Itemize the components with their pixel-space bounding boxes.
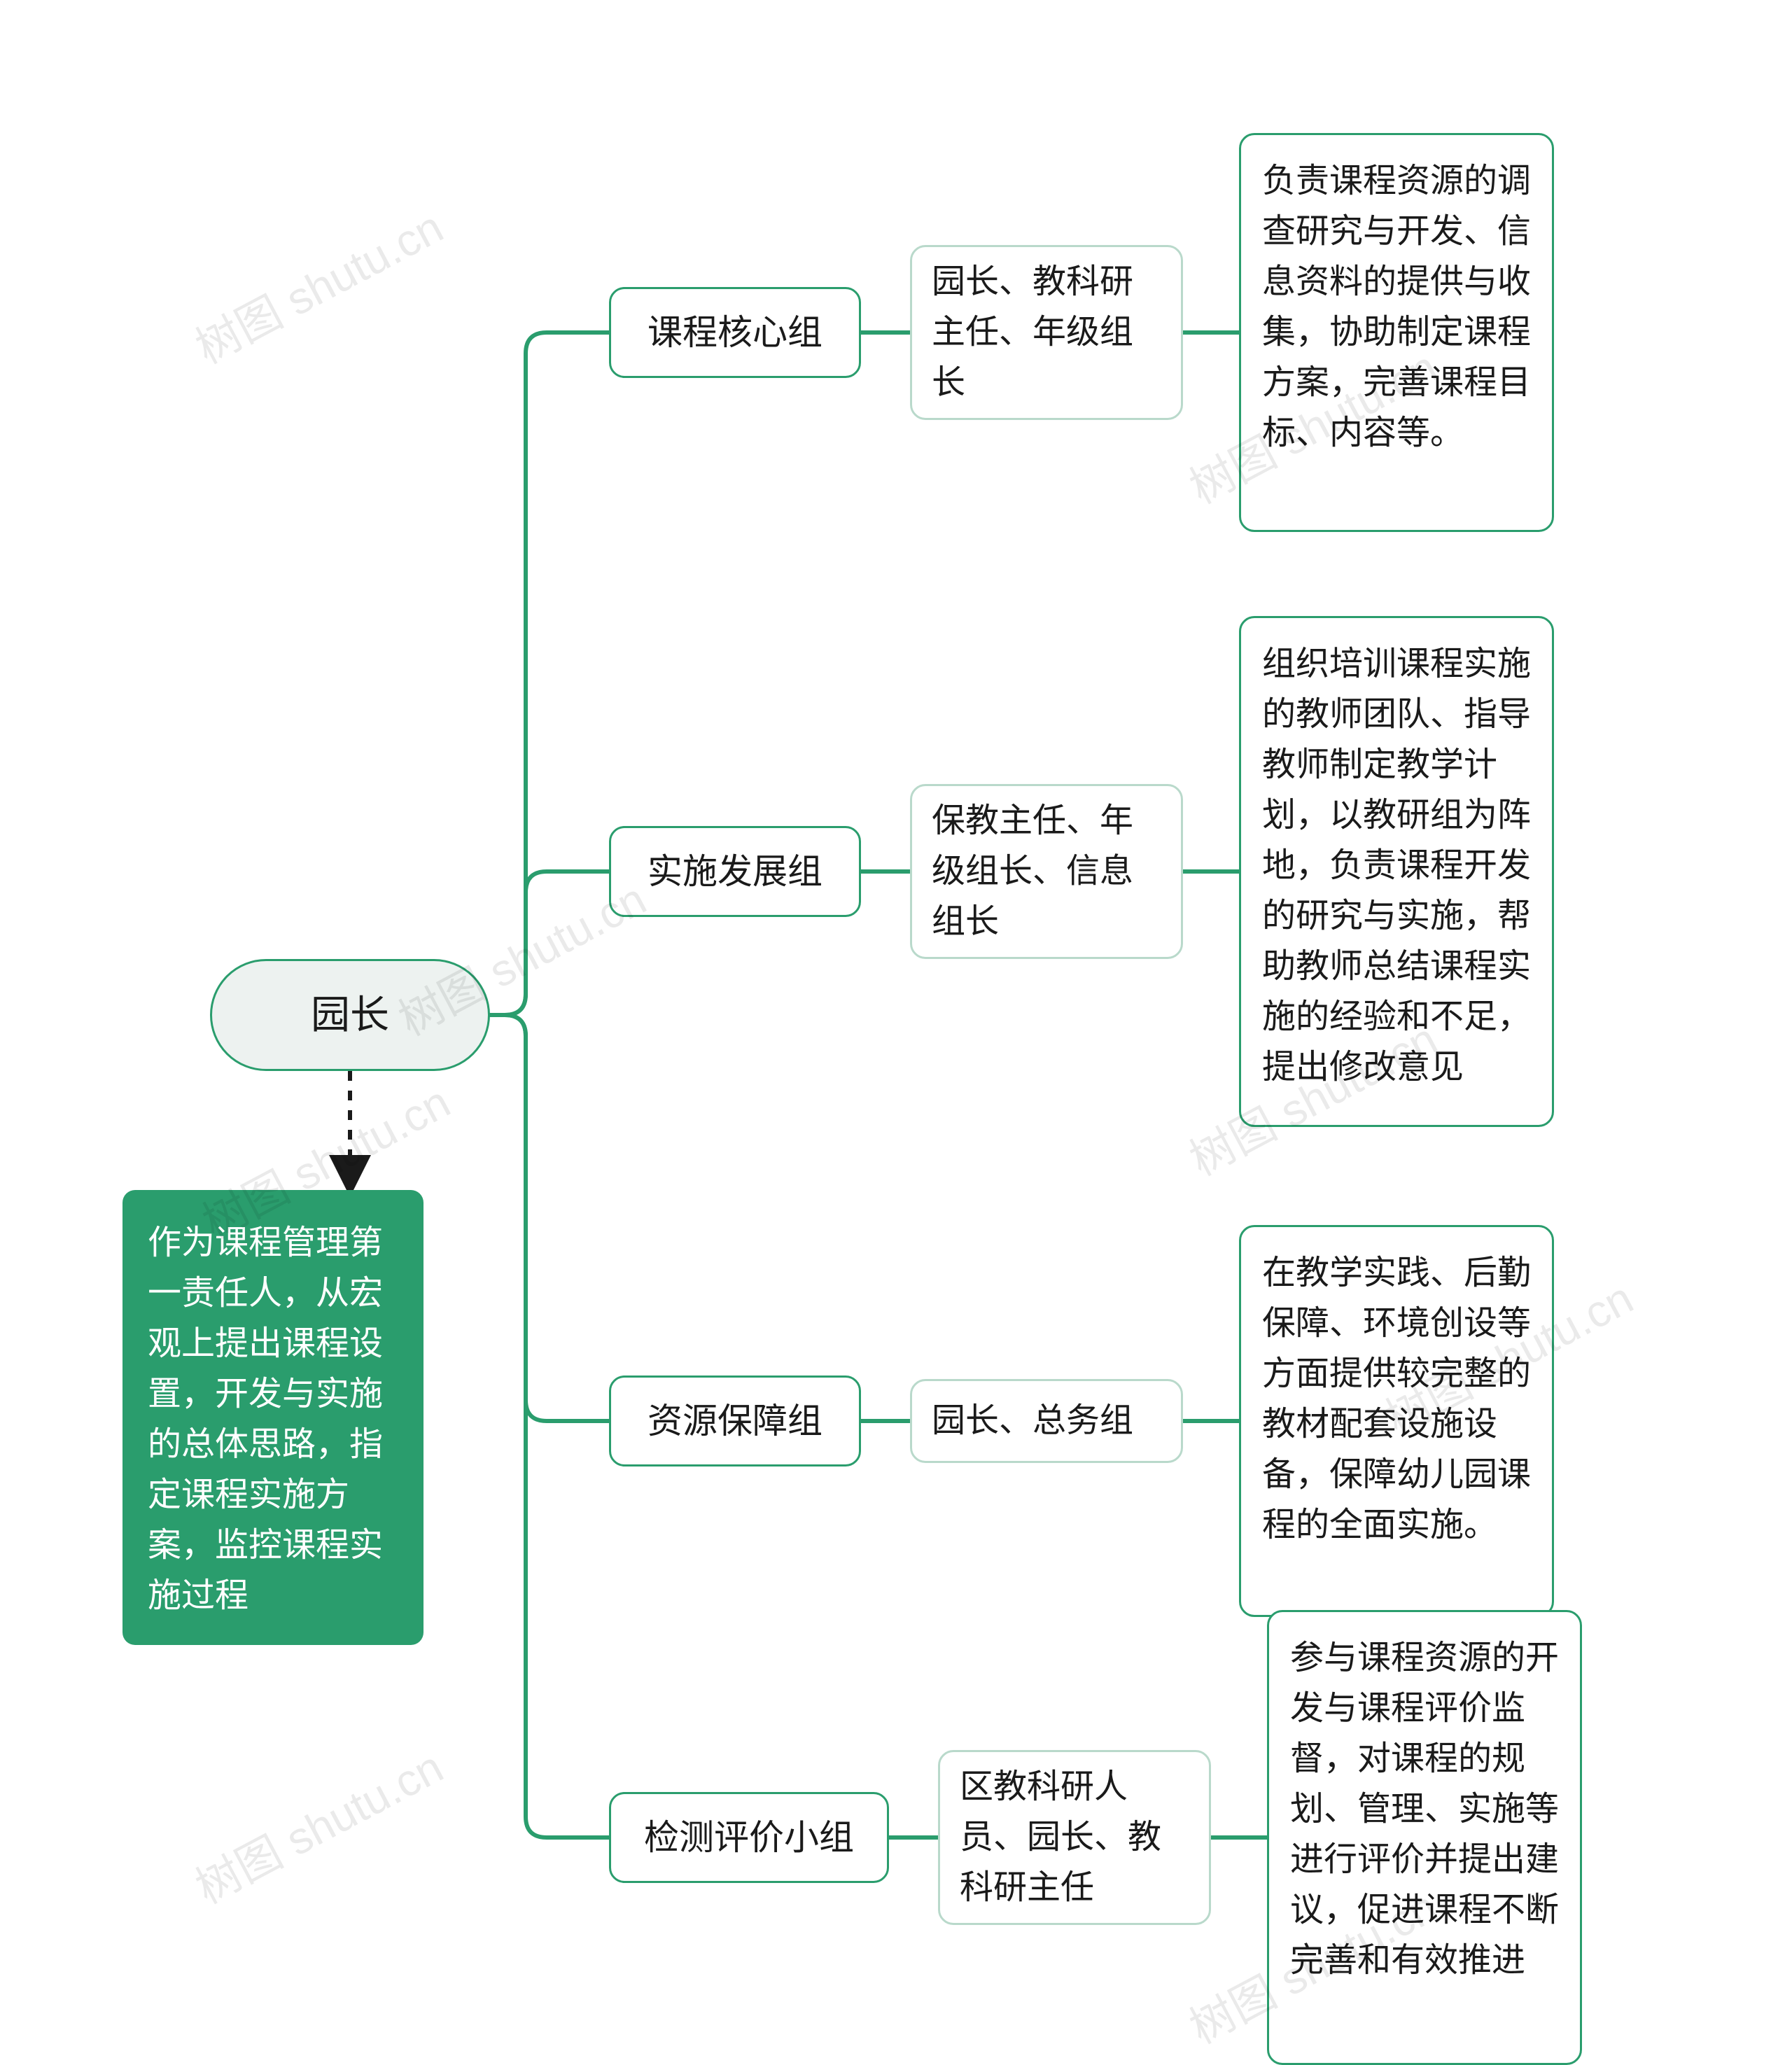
members-text: 区教科研人员、园长、教科研主任 bbox=[960, 1762, 1189, 1913]
members-node: 园长、总务组 bbox=[910, 1379, 1183, 1463]
root-description: 作为课程管理第一责任人，从宏观上提出课程设置，开发与实施的总体思路，指定课程实施… bbox=[122, 1190, 424, 1645]
group-label: 实施发展组 bbox=[648, 846, 822, 898]
group-label: 检测评价小组 bbox=[644, 1812, 854, 1864]
group-label: 课程核心组 bbox=[648, 307, 822, 359]
members-text: 保教主任、年级组长、信息组长 bbox=[932, 796, 1161, 947]
duty-text: 组织培训课程实施的教师团队、指导教师制定教学计划，以教研组为阵地，负责课程开发的… bbox=[1262, 639, 1531, 1093]
members-text: 园长、教科研主任、年级组长 bbox=[932, 257, 1161, 408]
duty-node: 负责课程资源的调查研究与开发、信息资料的提供与收集，协助制定课程方案，完善课程目… bbox=[1239, 133, 1554, 532]
members-node: 园长、教科研主任、年级组长 bbox=[910, 245, 1183, 420]
members-node: 区教科研人员、园长、教科研主任 bbox=[938, 1750, 1211, 1925]
group-node: 检测评价小组 bbox=[609, 1792, 889, 1883]
duty-text: 在教学实践、后勤保障、环境创设等方面提供较完整的教材配套设施设备，保障幼儿园课程… bbox=[1262, 1248, 1531, 1550]
duty-node: 在教学实践、后勤保障、环境创设等方面提供较完整的教材配套设施设备，保障幼儿园课程… bbox=[1239, 1225, 1554, 1617]
root-label: 园长 bbox=[311, 986, 389, 1044]
members-text: 园长、总务组 bbox=[932, 1396, 1133, 1446]
watermark: 树图 shutu.cn bbox=[183, 1732, 453, 1916]
diagram-canvas: 园长 作为课程管理第一责任人，从宏观上提出课程设置，开发与实施的总体思路，指定课… bbox=[0, 0, 1792, 2056]
group-node: 课程核心组 bbox=[609, 287, 861, 378]
watermark: 树图 shutu.cn bbox=[183, 192, 453, 376]
duty-node: 组织培训课程实施的教师团队、指导教师制定教学计划，以教研组为阵地，负责课程开发的… bbox=[1239, 616, 1554, 1127]
duty-text: 参与课程资源的开发与课程评价监督，对课程的规划、管理、实施等进行评价并提出建议，… bbox=[1290, 1633, 1559, 1986]
duty-node: 参与课程资源的开发与课程评价监督，对课程的规划、管理、实施等进行评价并提出建议，… bbox=[1267, 1610, 1582, 2065]
group-node: 实施发展组 bbox=[609, 826, 861, 917]
duty-text: 负责课程资源的调查研究与开发、信息资料的提供与收集，协助制定课程方案，完善课程目… bbox=[1262, 156, 1531, 458]
members-node: 保教主任、年级组长、信息组长 bbox=[910, 784, 1183, 959]
root-node: 园长 bbox=[210, 959, 490, 1071]
group-node: 资源保障组 bbox=[609, 1376, 861, 1466]
group-label: 资源保障组 bbox=[648, 1395, 822, 1448]
root-description-text: 作为课程管理第一责任人，从宏观上提出课程设置，开发与实施的总体思路，指定课程实施… bbox=[148, 1218, 398, 1621]
